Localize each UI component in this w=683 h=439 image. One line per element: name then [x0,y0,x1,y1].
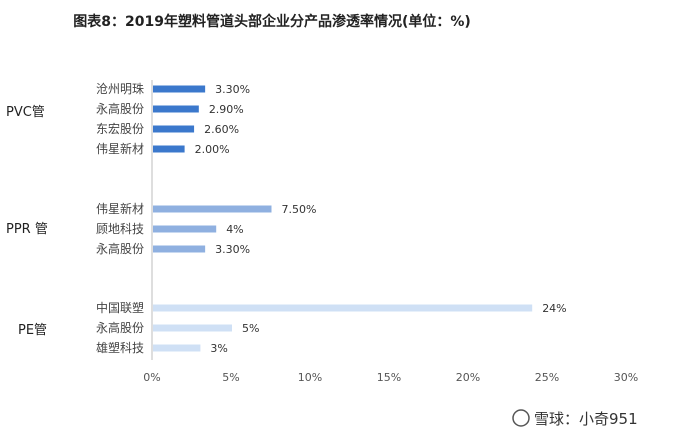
data-label: 5% [242,322,259,335]
bar [153,105,199,113]
bar [153,85,206,93]
bar [153,125,195,133]
category-label: 顾地科技 [96,222,144,236]
category-label: 永高股份 [96,101,144,116]
category-label: 雄塑科技 [96,340,144,355]
x-tick-label: 25% [535,371,559,384]
group-label: PPR 管 [6,222,48,237]
watermark: 雪球：小奇951 [512,409,638,428]
bar [153,225,217,233]
bar-group: PVC管 沧州明珠 3.30% 永高股份 2.90% 东宏股份 2.60% 伟星新材 2.00% [6,81,250,156]
category-label: 伟星新材 [96,201,144,216]
group-label: PVC管 [6,105,45,120]
x-tick-label: 5% [222,371,239,384]
category-label: 东宏股份 [96,121,144,136]
data-label: 2.90% [209,103,244,116]
bar [153,245,206,253]
chart-groups: PVC管 沧州明珠 3.30% 永高股份 2.90% 东宏股份 2.60% 伟星新材 2.00%… [6,81,567,355]
data-label: 2.60% [204,123,239,136]
bar [153,304,533,312]
watermark-text: 雪球：小奇951 [534,410,638,428]
chart-title: 图表8：2019年塑料管道头部企业分产品渗透率情况(单位：%) [73,13,471,30]
bar [153,145,185,153]
bar [153,324,232,332]
x-tick-label: 0% [143,371,160,384]
category-label: 沧州明珠 [96,81,144,96]
data-label: 24% [542,302,566,315]
bar-group: PE管 中国联塑 24% 永高股份 5% 雄塑科技 3% [18,300,567,355]
data-label: 4% [226,223,243,236]
data-label: 3.30% [215,83,250,96]
x-tick-label: 10% [298,371,322,384]
x-tick-label: 20% [456,371,480,384]
data-label: 2.00% [195,143,230,156]
data-label: 3% [210,342,227,355]
data-label: 7.50% [282,203,317,216]
category-label: 永高股份 [96,241,144,256]
x-axis-ticks: 0% 5% 10% 15% 20% 25% 30% [143,371,638,384]
bar-group: PPR 管 伟星新材 7.50% 顾地科技 4% 永高股份 3.30% [6,201,316,256]
bar [153,344,201,352]
x-tick-label: 15% [377,371,401,384]
category-label: 中国联塑 [96,300,144,315]
snowball-logo-icon [512,409,530,427]
category-label: 永高股份 [96,320,144,335]
category-label: 伟星新材 [96,141,144,156]
bar [153,205,272,213]
x-tick-label: 30% [614,371,638,384]
data-label: 3.30% [215,243,250,256]
group-label: PE管 [18,323,47,338]
